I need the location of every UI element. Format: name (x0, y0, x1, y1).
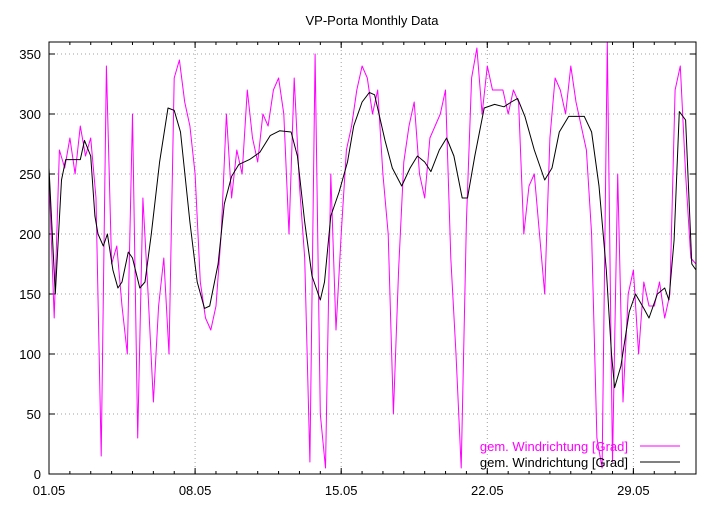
legend: gem. Windrichtung [Grad] gem. Windrichtu… (480, 439, 680, 470)
y-tick-label: 300 (19, 107, 41, 122)
y-tick-label: 350 (19, 47, 41, 62)
x-tick-label: 01.05 (33, 483, 66, 498)
x-tick-label: 15.05 (325, 483, 358, 498)
series-line-raw-wind-direction (48, 41, 697, 469)
x-tick-label: 08.05 (179, 483, 212, 498)
y-tick-label: 200 (19, 227, 41, 242)
grid (49, 42, 696, 474)
plot-area (48, 41, 697, 469)
x-tick-label: 29.05 (617, 483, 650, 498)
legend-label-raw: gem. Windrichtung [Grad] (480, 439, 628, 454)
plot-border (48, 41, 697, 475)
x-tick-label: 22.05 (471, 483, 504, 498)
y-tick-label: 50 (27, 407, 41, 422)
axis-ticks: 0 50 100 150 200 250 300 350 01.05 08.05 15.05 22.0… (19, 42, 697, 498)
legend-label-smooth: gem. Windrichtung [Grad] (480, 455, 628, 470)
y-tick-label: 150 (19, 287, 41, 302)
chart-title: VP-Porta Monthly Data (306, 13, 440, 28)
series-line-smoothed-wind-direction (48, 91, 697, 389)
y-tick-label: 0 (34, 467, 41, 482)
y-tick-label: 100 (19, 347, 41, 362)
y-tick-label: 250 (19, 167, 41, 182)
